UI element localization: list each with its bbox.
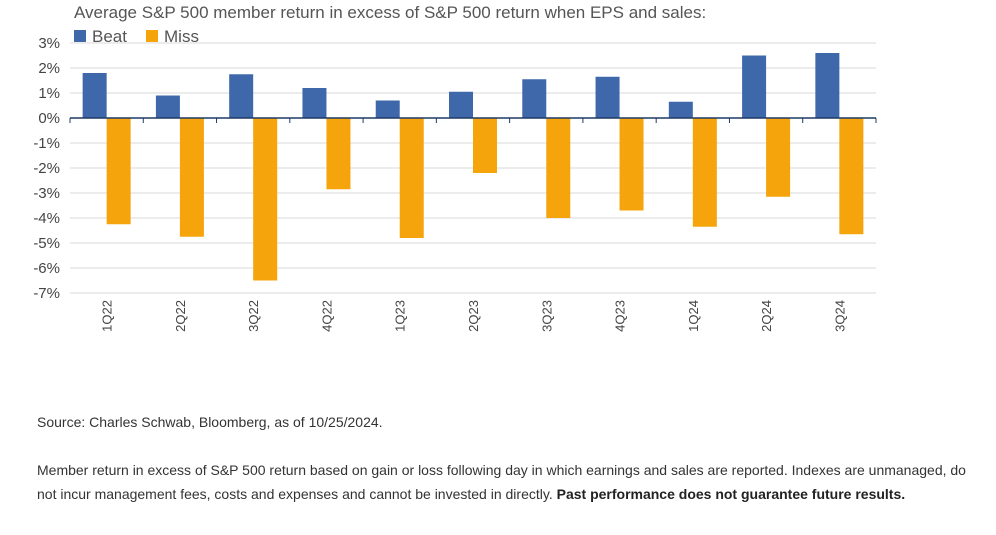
bar-miss-1q23 xyxy=(399,118,424,238)
x-tick-label: 2Q24 xyxy=(759,300,774,332)
bar-miss-3q23 xyxy=(546,118,571,218)
y-tick-label: -6% xyxy=(33,260,60,277)
y-tick-label: -3% xyxy=(33,185,60,202)
y-tick-label: -2% xyxy=(33,160,60,177)
y-axis: 3% 2% 1% 0% -1% -2% -3% -4% -5% -6% -7% xyxy=(33,35,60,302)
zero-axis xyxy=(69,117,877,123)
bar-miss-2q22 xyxy=(179,118,204,237)
bar-beat-1q23 xyxy=(375,100,400,118)
bar-miss-3q24 xyxy=(839,118,864,235)
bar-miss-1q24 xyxy=(692,118,717,227)
x-tick-label: 4Q23 xyxy=(613,300,628,332)
chart-title: Average S&P 500 member return in excess … xyxy=(74,3,706,22)
y-tick-label: -7% xyxy=(33,285,60,302)
bar-beat-3q23 xyxy=(522,79,547,118)
bar-beat-3q24 xyxy=(815,53,840,118)
x-tick-label: 2Q23 xyxy=(466,300,481,332)
bar-beat-2q23 xyxy=(449,91,473,118)
y-tick-label: -5% xyxy=(33,235,60,252)
x-tick-label: 3Q23 xyxy=(539,300,554,332)
bars xyxy=(82,53,864,281)
bar-miss-4q22 xyxy=(326,118,351,190)
bar-miss-1q22 xyxy=(106,118,131,225)
bar-beat-2q24 xyxy=(742,55,767,118)
y-tick-label: -4% xyxy=(33,210,60,227)
bar-beat-4q23 xyxy=(595,76,620,118)
x-tick-label: 1Q23 xyxy=(393,300,408,332)
bar-beat-4q22 xyxy=(302,88,327,118)
bar-miss-3q22 xyxy=(253,118,278,281)
x-tick-label: 1Q24 xyxy=(686,300,701,332)
legend-swatch-beat xyxy=(74,30,86,42)
bar-beat-2q22 xyxy=(155,95,180,118)
legend: Beat Miss xyxy=(74,27,199,46)
x-tick-label: 3Q22 xyxy=(246,300,261,332)
x-tick-label: 3Q24 xyxy=(832,300,847,332)
legend-swatch-miss xyxy=(146,30,158,42)
y-tick-label: 0% xyxy=(38,110,60,127)
source-note: Source: Charles Schwab, Bloomberg, as of… xyxy=(37,414,383,430)
bar-miss-2q24 xyxy=(766,118,791,197)
bar-miss-2q23 xyxy=(473,118,497,173)
bar-beat-1q24 xyxy=(668,101,693,118)
legend-label-miss: Miss xyxy=(164,27,199,46)
disclaimer-text: Member return in excess of S&P 500 retur… xyxy=(37,462,966,502)
x-tick-label: 4Q22 xyxy=(319,300,334,332)
y-tick-label: 2% xyxy=(38,60,60,77)
y-tick-label: -1% xyxy=(33,135,60,152)
y-tick-label: 3% xyxy=(38,35,60,52)
bar-beat-1q22 xyxy=(82,73,107,118)
bar-beat-3q22 xyxy=(229,74,254,118)
x-axis: 1Q22 2Q22 3Q22 4Q22 1Q23 2Q23 3Q23 4Q23 1Q24 2Q24… xyxy=(100,300,848,332)
x-tick-label: 1Q22 xyxy=(100,300,115,332)
x-tick-label: 2Q22 xyxy=(173,300,188,332)
disclaimer: Member return in excess of S&P 500 retur… xyxy=(37,458,972,506)
bar-miss-4q23 xyxy=(619,118,644,211)
legend-label-beat: Beat xyxy=(92,27,127,46)
disclaimer-bold: Past performance does not guarantee futu… xyxy=(556,486,906,502)
y-tick-label: 1% xyxy=(38,85,60,102)
bar-chart: Average S&P 500 member return in excess … xyxy=(33,3,877,332)
